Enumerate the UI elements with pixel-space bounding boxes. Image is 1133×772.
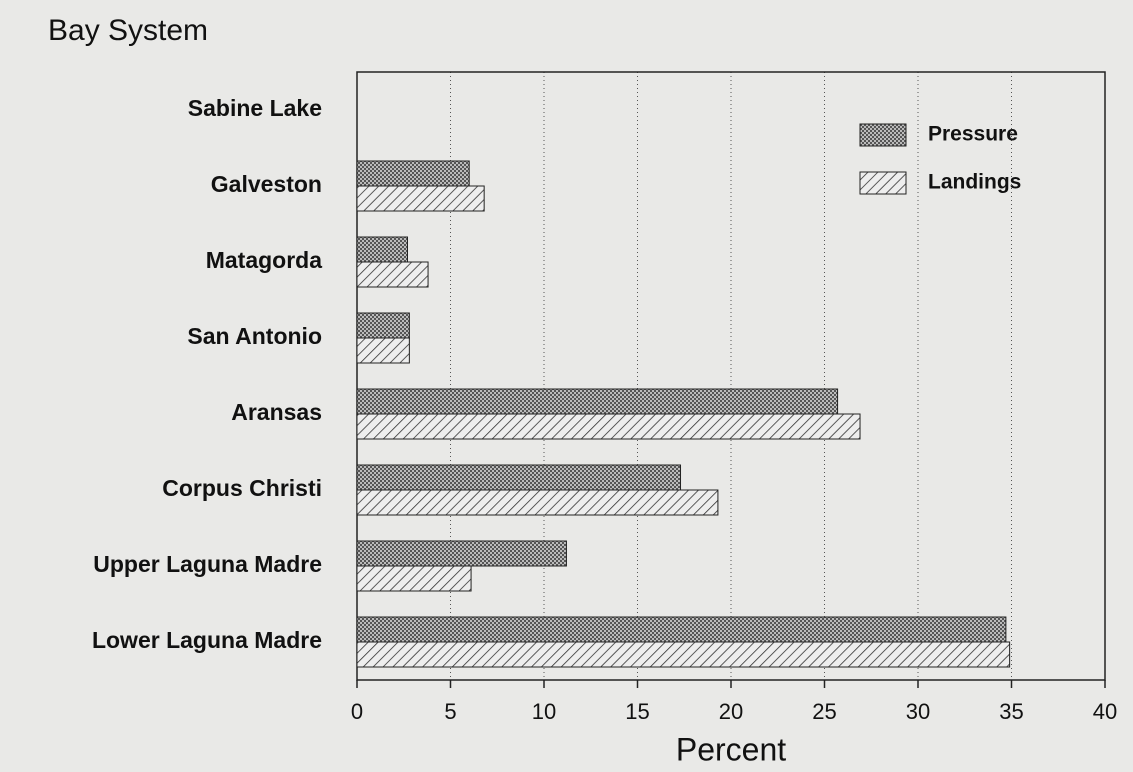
x-tick-label: 35 [999, 699, 1023, 724]
chart-title: Bay System [48, 14, 208, 47]
bar [356, 565, 472, 592]
y-tick-label: Upper Laguna Madre [93, 551, 322, 577]
x-tick-label: 30 [906, 699, 930, 724]
bar [356, 312, 410, 339]
bar [356, 489, 719, 516]
plot-frame [356, 71, 1106, 681]
legend-label: Pressure [928, 123, 1018, 146]
x-tick-label: 25 [812, 699, 836, 724]
legend-swatch [859, 123, 907, 147]
bar [356, 616, 1007, 643]
bar [356, 160, 470, 187]
x-tick-label: 5 [444, 699, 456, 724]
y-tick-label: San Antonio [187, 323, 322, 349]
x-axis-label: Percent [676, 731, 786, 767]
bar [356, 337, 410, 364]
bar [356, 641, 1011, 668]
bar [356, 413, 861, 440]
bar [356, 236, 408, 263]
y-tick-label: Matagorda [206, 247, 323, 273]
legend-swatch [859, 171, 907, 195]
x-tick-label: 10 [532, 699, 556, 724]
bar [356, 185, 485, 212]
y-tick-label: Galveston [211, 171, 322, 197]
x-tick-label: 0 [351, 699, 363, 724]
bar [356, 464, 682, 491]
legend-label: Landings [928, 171, 1021, 194]
y-tick-label: Corpus Christi [162, 475, 322, 501]
bar [356, 261, 429, 288]
x-tick-label: 40 [1093, 699, 1117, 724]
y-tick-label: Sabine Lake [188, 95, 322, 121]
y-tick-label: Aransas [231, 399, 322, 425]
bar [356, 540, 567, 567]
x-tick-label: 20 [719, 699, 743, 724]
bar [356, 388, 839, 415]
x-tick-label: 15 [625, 699, 649, 724]
y-tick-label: Lower Laguna Madre [92, 627, 322, 653]
